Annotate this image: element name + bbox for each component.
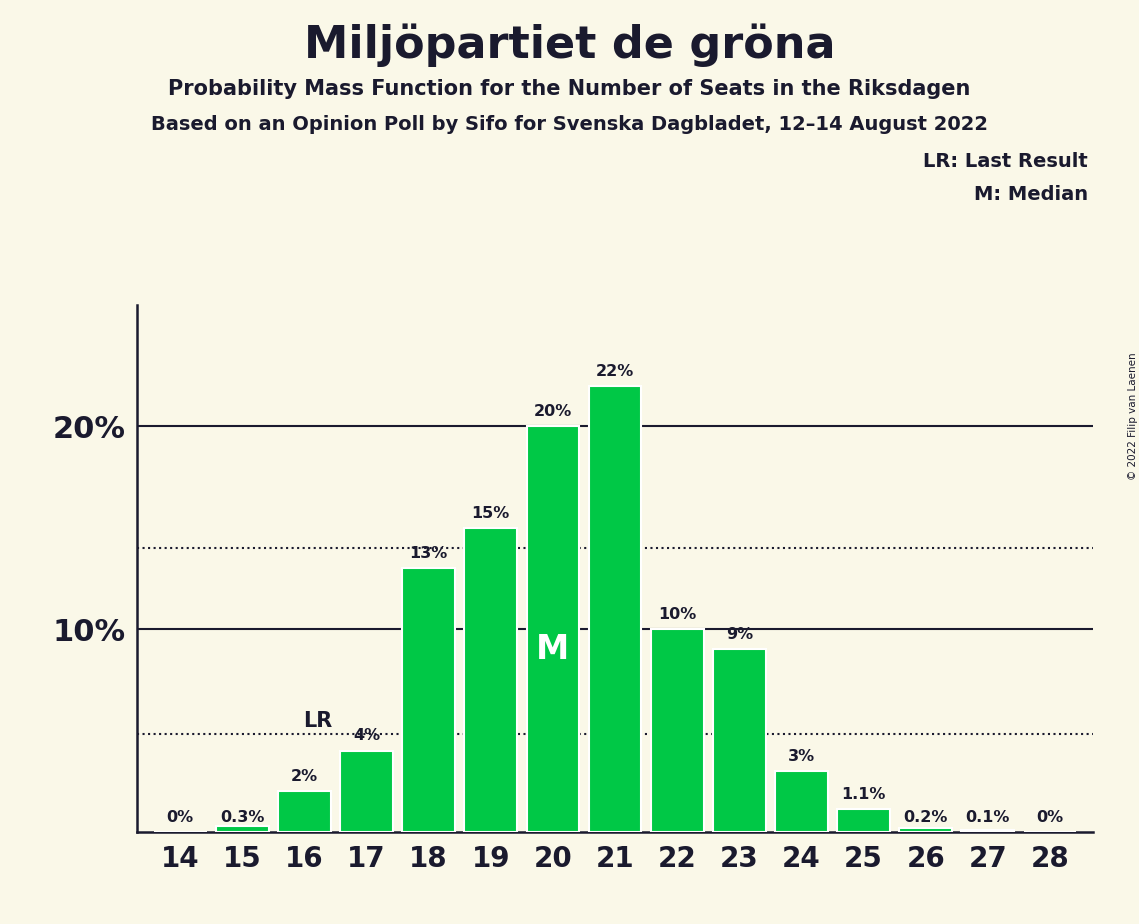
Text: 9%: 9% [726,627,753,642]
Text: LR: LR [303,711,333,731]
Text: 0%: 0% [166,809,194,824]
Text: 0.2%: 0.2% [903,809,948,824]
Bar [650,629,704,832]
Text: 0.3%: 0.3% [220,809,264,824]
Bar [526,427,580,832]
Text: 3%: 3% [788,748,816,764]
Text: 0.1%: 0.1% [966,809,1010,824]
Bar [713,650,765,832]
Bar [402,568,456,832]
Text: 22%: 22% [596,364,634,379]
Text: M: M [536,633,570,666]
Bar [216,825,269,832]
Bar [465,528,517,832]
Text: M: Median: M: Median [974,185,1088,204]
Text: 13%: 13% [410,546,448,561]
Text: 20%: 20% [534,405,572,419]
Text: © 2022 Filip van Laenen: © 2022 Filip van Laenen [1129,352,1138,480]
Text: 1.1%: 1.1% [842,787,886,802]
Text: Miljöpartiet de gröna: Miljöpartiet de gröna [304,23,835,67]
Bar [589,386,641,832]
Text: 15%: 15% [472,505,510,520]
Text: 2%: 2% [290,769,318,784]
Text: LR: Last Result: LR: Last Result [923,152,1088,172]
Text: Based on an Opinion Poll by Sifo for Svenska Dagbladet, 12–14 August 2022: Based on an Opinion Poll by Sifo for Sve… [151,116,988,135]
Bar [775,771,828,832]
Text: Probability Mass Function for the Number of Seats in the Riksdagen: Probability Mass Function for the Number… [169,79,970,99]
Bar [278,791,330,832]
Bar [341,750,393,832]
Text: 4%: 4% [353,728,380,744]
Bar [837,809,890,832]
Text: 10%: 10% [658,607,696,622]
Text: 0%: 0% [1036,809,1064,824]
Bar [961,830,1014,832]
Bar [900,828,952,832]
